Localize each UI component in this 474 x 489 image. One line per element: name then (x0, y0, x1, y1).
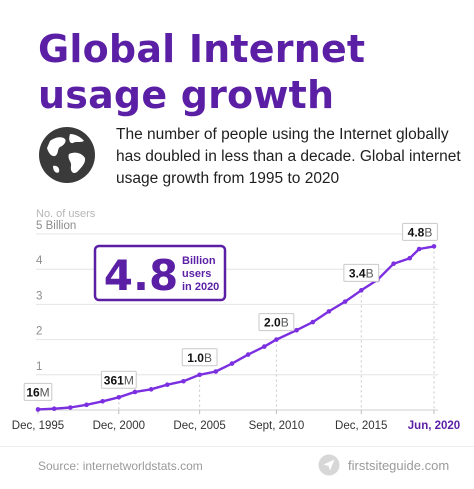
data-label-value: 1.0 (187, 351, 204, 365)
data-label-value: 4.8 (408, 225, 425, 239)
data-label-unit: B (281, 316, 289, 330)
data-point (165, 382, 170, 387)
data-point (229, 361, 235, 366)
data-label-text: 3.4B (349, 266, 374, 280)
data-label-box (258, 313, 295, 332)
data-label: 361M (100, 370, 137, 389)
callout-value: 4.8 (104, 251, 178, 300)
title-line-1: Global Internet (38, 27, 366, 71)
brand-name: firstsiteguide.com (348, 457, 450, 473)
data-point (274, 337, 279, 342)
data-point (342, 299, 348, 304)
callout-caption-line: in 2020 (182, 281, 219, 293)
y-tick-label: 5 Billion (36, 220, 76, 232)
intro-text: The number of people using the Internet … (116, 126, 461, 187)
data-label-value: 3.4 (349, 266, 366, 280)
data-label-value: 16 (26, 385, 40, 399)
brand-logo[interactable]: firstsiteguide.com (318, 454, 449, 476)
y-tick-label: 1 (36, 361, 42, 373)
data-point (84, 402, 89, 408)
data-point (391, 261, 396, 267)
x-tick-label: Dec, 2005 (173, 420, 225, 432)
y-tick-label: 2 (36, 326, 42, 338)
data-point (310, 319, 316, 325)
title-line-2: usage growth (38, 73, 335, 117)
page-title: Global Internet usage growth (38, 26, 365, 118)
data-label-text: 1.0B (187, 351, 212, 365)
data-point (358, 288, 364, 293)
x-tick-label: Dec, 2015 (335, 420, 387, 432)
data-point (181, 378, 186, 384)
data-label-text: 361M (104, 373, 134, 387)
x-tick-label: Jun, 2020 (408, 420, 460, 432)
x-tick-label: Sept, 2010 (249, 420, 305, 432)
data-point (294, 327, 299, 333)
data-label-unit: M (40, 385, 50, 399)
data-label-unit: B (424, 225, 432, 239)
globe-icon (39, 127, 95, 183)
paper-plane-icon (318, 454, 340, 476)
data-label: 4.8B (402, 222, 438, 241)
data-label-text: 16M (26, 385, 49, 399)
data-point (35, 407, 41, 412)
data-point (213, 369, 219, 374)
data-label-text: 4.8B (408, 225, 433, 239)
data-point (68, 405, 73, 410)
callout-caption-line: Billion (182, 255, 216, 267)
data-label: 2.0B (258, 313, 295, 332)
data-label: 3.4B (343, 263, 380, 282)
x-tick-label: Dec, 1995 (12, 420, 64, 432)
data-label-unit: B (366, 266, 374, 280)
footer-divider (0, 446, 474, 447)
data-point (148, 387, 154, 392)
data-point (326, 309, 332, 314)
data-label-box (181, 348, 218, 367)
y-tick-label: 4 (36, 255, 43, 267)
data-point (116, 394, 122, 400)
data-label-unit: B (204, 351, 212, 365)
data-label-value: 361 (104, 373, 124, 387)
data-label: 16M (23, 382, 53, 401)
data-label-unit: M (124, 373, 134, 387)
y-axis-label: No. of users (36, 208, 96, 220)
data-label-box (343, 263, 380, 282)
callout-caption-line: users (182, 268, 211, 280)
y-tick-label: 3 (36, 290, 42, 302)
callout-box (93, 244, 227, 302)
data-point (261, 344, 267, 349)
data-point (51, 406, 57, 412)
data-point (416, 246, 422, 252)
data-label-box (100, 370, 137, 389)
data-point (407, 255, 413, 261)
data-label-box (23, 382, 53, 401)
data-point (100, 398, 105, 404)
data-point (197, 372, 202, 378)
data-point (132, 389, 138, 395)
data-label-box (402, 222, 438, 241)
data-label-value: 2.0 (264, 316, 281, 330)
source-text: Source: internetworldstats.com (38, 459, 203, 473)
data-point (431, 244, 437, 249)
data-label: 1.0B (181, 348, 218, 367)
x-tick-label: Dec, 2000 (93, 420, 145, 432)
data-label-text: 2.0B (264, 316, 289, 330)
data-point (245, 352, 251, 357)
